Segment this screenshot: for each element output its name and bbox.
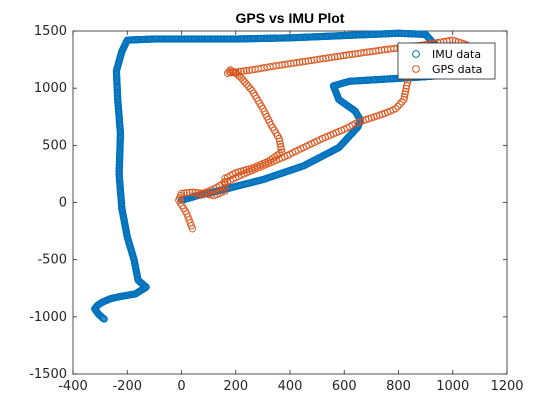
gps-point — [304, 57, 313, 65]
gps-point — [290, 59, 298, 67]
x-tick-label: 0 — [177, 379, 185, 394]
gps-point — [295, 58, 304, 66]
gps-point — [278, 61, 286, 69]
legend: IMU data GPS data — [397, 42, 496, 80]
imu-point — [100, 315, 108, 323]
x-tick-label: 1000 — [436, 379, 469, 394]
gps-point — [345, 51, 353, 59]
gps-point — [184, 213, 192, 221]
gps-point — [277, 143, 285, 151]
imu-point — [99, 314, 108, 323]
y-tick-label: -500 — [37, 253, 67, 268]
gps-point — [194, 191, 202, 200]
y-tick-label: -1000 — [29, 310, 67, 325]
gps-point — [242, 80, 251, 88]
gps-point — [402, 84, 410, 93]
axes-box — [72, 30, 508, 375]
gps-point — [188, 188, 197, 196]
y-tick-label: -1500 — [29, 367, 67, 382]
plot-area — [73, 31, 507, 374]
x-tick-label: 200 — [223, 379, 248, 394]
gps-point — [232, 68, 240, 76]
gps-point — [277, 145, 285, 154]
y-tick-label: 1500 — [34, 24, 67, 39]
gps-point — [183, 189, 191, 197]
gps-point — [276, 140, 284, 148]
axes: -400 -200 0 200 400 600 800 1000 1200 -1500 -1000 -… — [29, 24, 523, 394]
gps-point — [322, 54, 330, 62]
gps-point — [180, 189, 188, 197]
gps-point — [398, 98, 406, 106]
gps-point — [248, 86, 256, 95]
legend-marker — [412, 65, 420, 73]
y-tick-label: 1000 — [34, 81, 67, 96]
x-tick-label: -400 — [58, 379, 88, 394]
chart-title: GPS vs IMU Plot — [236, 10, 345, 26]
x-tick-label: 400 — [278, 379, 303, 394]
gps-point — [226, 69, 234, 77]
gps-point — [237, 67, 245, 76]
gps-point — [401, 87, 410, 96]
gps-point — [281, 60, 289, 69]
x-tick-label: 600 — [332, 379, 357, 394]
gps-point — [241, 78, 249, 86]
gps-point — [293, 59, 301, 67]
gps-point — [401, 90, 409, 98]
legend-marker — [412, 50, 420, 58]
gps-point — [234, 68, 243, 76]
y-tick-label: 500 — [42, 138, 67, 153]
gps-point — [185, 188, 194, 197]
gps-point — [240, 67, 248, 75]
gps-point — [310, 56, 318, 64]
gps-point — [244, 82, 253, 90]
gps-point — [336, 52, 345, 60]
gps-point — [331, 53, 339, 61]
x-tick-label: 800 — [386, 379, 411, 394]
gps-point — [307, 56, 315, 65]
gps-point — [394, 102, 402, 111]
gps-point — [223, 69, 232, 77]
x-tick-label: -200 — [112, 379, 142, 394]
gps-point — [229, 68, 237, 77]
x-tick-label: 1200 — [490, 379, 523, 394]
gps-point — [400, 95, 408, 104]
gps-point — [402, 82, 411, 90]
gps-point — [396, 100, 404, 108]
imu-point — [92, 303, 100, 311]
legend-label: IMU data — [432, 48, 481, 61]
gps-point — [333, 52, 342, 61]
legend-box — [397, 42, 496, 80]
legend-label: GPS data — [432, 63, 482, 76]
gps-point — [177, 189, 186, 198]
gps-point — [242, 66, 251, 75]
y-tick-label: 0 — [59, 196, 67, 211]
gps-point — [319, 55, 327, 63]
gps-point — [246, 84, 254, 93]
gps-point — [245, 66, 253, 74]
imu-point — [98, 313, 106, 321]
